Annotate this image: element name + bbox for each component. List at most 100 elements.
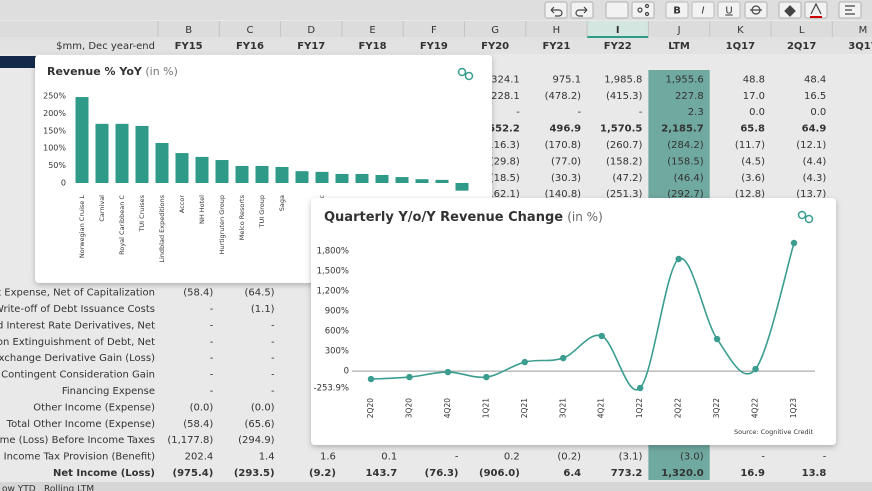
network-button[interactable] [631,1,655,19]
y-tick-label: 0 [344,367,349,377]
point [406,373,413,381]
cell: - [271,386,275,397]
row-label: Other Income (Expense) [33,402,155,413]
share-button[interactable] [605,1,629,19]
bar [275,166,289,183]
cell: - [577,107,581,118]
cell: (158.5) [667,156,704,167]
cell: (4.3) [803,173,827,184]
cell: 227.8 [675,91,704,102]
bar [295,171,309,183]
source-note: Source: Cognitive Credit [734,428,813,436]
cell: 228.1 [491,91,520,102]
sheet-tab[interactable]: ow YTD [2,485,36,491]
font-color-icon [810,2,822,15]
format-button[interactable] [691,1,715,19]
column-header: FY18 [359,41,387,52]
cell: (293.5) [234,468,275,479]
cell: (3.1) [619,452,643,463]
cell: (251.3) [606,189,643,200]
x-tick-label: 3Q20 [404,398,413,418]
cell: 65.8 [740,124,765,135]
x-tick-label: 1Q23 [789,398,798,418]
cell: 2,185.7 [661,124,703,135]
column-header-bar [0,21,872,37]
bar [455,183,469,191]
link-icon[interactable] [797,210,814,224]
x-tick-label: TUI Group [258,195,266,229]
cell: (76.3) [425,468,459,479]
point [444,368,452,376]
x-tick-label: TUI Cruises [138,194,146,232]
cell: 1,570.5 [600,124,642,135]
row-label: ncome (Loss) Before Income Taxes [0,435,155,446]
cell: 773.2 [611,468,643,479]
cell: 16.9 [740,468,765,479]
y-tick-label: 300% [325,347,349,357]
cell: 496.9 [549,124,581,135]
cell: (975.4) [173,468,214,479]
cell: (30.3) [551,173,581,184]
card-bg [311,198,836,445]
cell: (158.2) [606,156,643,167]
column-header: FY19 [420,41,448,52]
point [790,239,798,247]
cell: (12.8) [735,189,765,200]
column-header: FY20 [481,41,509,52]
cell: - [271,320,275,331]
cell: (47.2) [612,173,642,184]
title-note: (in %) [145,65,178,78]
x-tick-label: 2Q21 [520,398,529,418]
x-tick-label: 3Q21 [558,398,567,418]
bar [255,165,269,183]
column-header: FY22 [604,41,632,52]
x-tick-label: Melco Resorts [238,194,246,240]
column-letter: M [859,25,868,36]
row-label: ain on Extinguishment of Debt, Net [0,337,155,348]
row-label: bt Exchange Derivative Gain (Loss) [0,353,155,364]
y-tick-label: 50% [48,161,66,170]
cell: (3.0) [680,452,704,463]
cell: (3.6) [741,173,765,184]
format-button[interactable] [665,1,689,19]
cell: - [271,337,275,348]
cell: (29.8) [490,156,520,167]
cell: (46.4) [674,173,704,184]
header-label: $mm, Dec year-end [56,41,155,52]
network-icon [644,3,650,9]
cell: (12.1) [796,140,826,151]
cell: - [455,452,459,463]
column-letter: F [431,25,437,36]
column-header: FY17 [297,41,325,52]
format-button[interactable] [717,1,741,19]
cell: (65.6) [245,419,275,430]
cell: (13.7) [796,189,826,200]
column-letter: G [491,25,499,36]
column-letter: C [246,25,253,36]
selected-column [587,21,649,37]
cell: (1,177.8) [167,435,213,446]
cell: (292.7) [667,189,704,200]
cell: (478.2) [545,91,582,102]
cell: (415.3) [606,91,643,102]
cell: 48.8 [743,74,765,85]
chart-title: Revenue % YoY (in %) [47,65,178,78]
format-label: B [673,6,681,17]
y-tick-label: 1,200% [317,287,349,297]
cell: - [271,353,275,364]
point [560,354,567,362]
bar [415,179,429,183]
sheet-tab[interactable]: Rolling LTM [44,485,94,491]
x-tick-label: 4Q22 [751,398,760,418]
x-tick-label: Norwegian Cruise L [78,195,86,259]
link-icon[interactable] [457,67,474,81]
cell: (162.1) [483,189,520,200]
point [521,358,529,366]
title-note: (in %) [567,210,603,224]
cell: 16.5 [804,91,826,102]
y-tick-label: -253.9% [314,384,349,394]
y-tick-label: 200% [43,109,66,118]
cell: (58.4) [183,288,213,299]
row-label: Financing Expense [62,386,155,397]
cell: (170.8) [545,140,582,151]
